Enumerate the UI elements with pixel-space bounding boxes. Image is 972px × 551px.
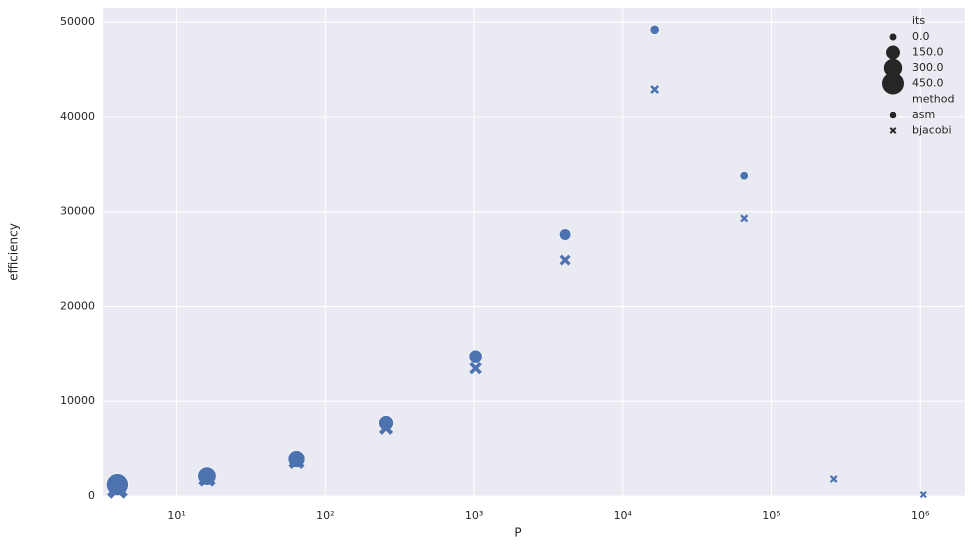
y-tick-label: 30000 <box>60 205 95 218</box>
point <box>919 490 927 499</box>
y-tick-label: 40000 <box>60 110 95 123</box>
point <box>829 475 838 483</box>
x-tick-label: 10⁵ <box>762 509 780 522</box>
legend-title: method <box>912 93 954 106</box>
plot-area <box>103 8 965 496</box>
legend-marker <box>889 111 897 119</box>
x-tick-label: 10² <box>316 509 334 522</box>
point <box>559 228 572 241</box>
legend-marker <box>883 58 903 78</box>
point <box>107 478 128 499</box>
legend-marker <box>889 33 897 41</box>
legend-marker <box>889 127 897 134</box>
x-tick-label: 10¹ <box>167 509 185 522</box>
point <box>378 420 394 435</box>
legend-label: 450.0 <box>912 77 944 90</box>
x-axis-label: P <box>514 526 521 540</box>
x-tick-label: 10⁴ <box>614 509 633 522</box>
point <box>468 349 483 364</box>
legend-label: asm <box>912 108 935 121</box>
y-tick-label: 50000 <box>60 15 95 28</box>
y-axis-label: efficiency <box>7 223 21 281</box>
legend-label: 0.0 <box>912 30 930 43</box>
point <box>740 214 749 223</box>
y-tick-label: 10000 <box>60 394 95 407</box>
point <box>739 171 749 181</box>
point <box>559 254 571 266</box>
legend-marker <box>886 45 900 60</box>
legend-marker <box>882 72 904 95</box>
point <box>650 85 660 94</box>
legend-label: 300.0 <box>912 61 944 74</box>
point <box>649 24 660 35</box>
legend-title: its <box>912 14 925 27</box>
y-tick-label: 0 <box>88 489 95 502</box>
point <box>469 361 482 375</box>
point <box>288 452 305 469</box>
x-tick-label: 10⁶ <box>911 509 930 522</box>
x-tick-label: 10³ <box>465 509 483 522</box>
y-tick-label: 20000 <box>60 299 95 312</box>
legend-label: bjacobi <box>912 124 952 137</box>
legend-label: 150.0 <box>912 46 944 59</box>
point <box>198 469 216 487</box>
